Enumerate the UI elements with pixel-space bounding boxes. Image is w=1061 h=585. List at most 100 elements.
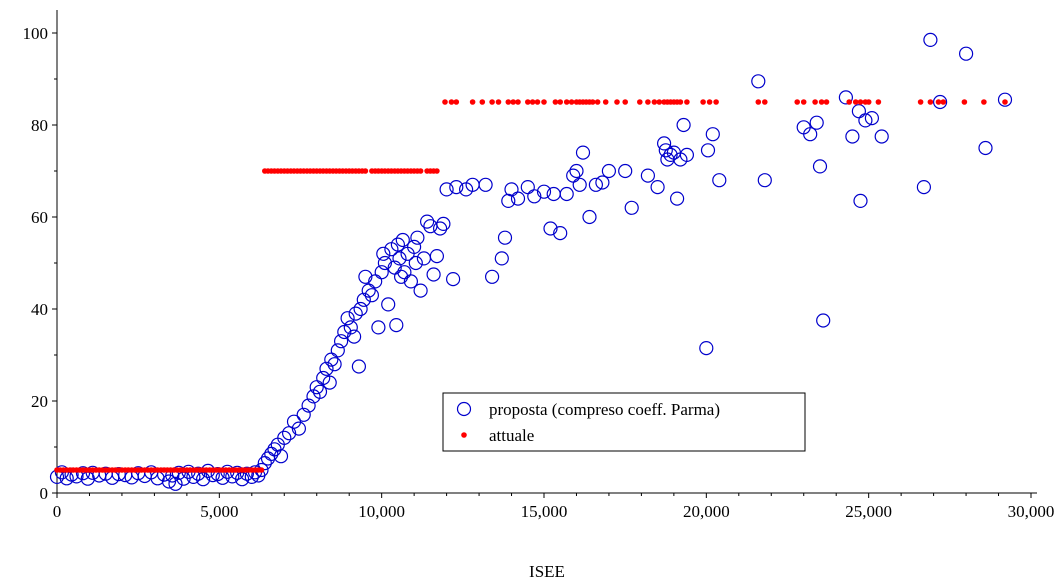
point-attuale: [552, 99, 559, 105]
point-proposta: [356, 292, 371, 307]
point-proposta: [340, 311, 355, 326]
point-proposta: [699, 341, 714, 356]
point-attuale: [700, 99, 706, 105]
point-proposta: [858, 113, 873, 128]
point-proposta: [543, 221, 558, 236]
point-attuale: [857, 99, 864, 105]
point-attuale: [927, 99, 934, 105]
point-proposta: [436, 216, 451, 231]
point-proposta: [656, 136, 672, 151]
point-proposta: [381, 297, 396, 312]
point-proposta: [327, 357, 342, 372]
series-attuale: [54, 99, 1008, 473]
point-proposta: [392, 251, 407, 266]
y-tick-label: 40: [31, 300, 48, 319]
point-proposta: [377, 255, 392, 271]
point-attuale: [981, 99, 987, 105]
point-proposta: [932, 94, 948, 110]
point-proposta: [347, 329, 362, 344]
series-proposta: [49, 32, 1013, 491]
point-proposta: [273, 449, 289, 464]
point-attuale: [489, 99, 495, 105]
point-attuale: [442, 99, 448, 105]
x-tick-label: 20,000: [683, 502, 730, 521]
point-proposta: [812, 159, 828, 174]
point-attuale: [823, 99, 830, 105]
point-proposta: [566, 168, 581, 183]
point-proposta: [296, 407, 311, 422]
point-proposta: [478, 177, 493, 192]
point-proposta: [485, 269, 500, 284]
point-proposta: [446, 272, 461, 287]
point-proposta: [757, 173, 772, 188]
point-attuale: [434, 168, 440, 174]
point-proposta: [520, 180, 535, 195]
point-attuale: [417, 168, 424, 174]
y-tick-label: 60: [31, 208, 48, 227]
point-proposta: [433, 221, 448, 236]
point-attuale: [622, 99, 628, 105]
point-attuale: [589, 99, 596, 105]
point-attuale: [940, 99, 947, 105]
point-attuale: [505, 99, 512, 105]
point-proposta: [319, 361, 334, 376]
point-proposta: [291, 421, 306, 436]
point-attuale: [614, 99, 620, 105]
point-attuale: [362, 168, 369, 174]
legend-label-proposta: proposta (compreso coeff. Parma): [489, 400, 720, 419]
point-proposta: [420, 214, 435, 229]
x-tick-label: 0: [53, 502, 62, 521]
point-attuale: [258, 467, 265, 473]
point-proposta: [322, 375, 337, 390]
point-proposta: [874, 129, 889, 144]
point-proposta: [582, 209, 597, 225]
point-proposta: [403, 274, 418, 289]
x-tick-label: 30,000: [1008, 502, 1055, 521]
point-attuale: [529, 99, 536, 105]
point-attuale: [755, 99, 762, 105]
point-proposta: [663, 147, 678, 162]
point-proposta: [845, 129, 860, 144]
point-proposta: [260, 451, 276, 466]
point-proposta: [838, 90, 854, 105]
point-proposta: [853, 193, 868, 208]
y-tick-label: 80: [31, 116, 48, 135]
point-proposta: [191, 466, 206, 481]
point-attuale: [602, 99, 609, 105]
point-proposta: [439, 182, 454, 197]
point-attuale: [479, 99, 486, 105]
point-proposta: [264, 446, 279, 461]
legend: proposta (compreso coeff. Parma) attuale: [442, 392, 806, 452]
point-attuale: [935, 99, 942, 105]
point-proposta: [168, 476, 183, 491]
point-proposta: [536, 184, 552, 199]
point-proposta: [239, 466, 254, 481]
point-proposta: [348, 306, 363, 321]
point-proposta: [510, 191, 526, 206]
y-tick-label: 100: [23, 24, 49, 43]
y-tick-label: 20: [31, 392, 48, 411]
point-proposta: [358, 269, 373, 284]
point-proposta: [497, 230, 513, 245]
point-proposta: [997, 92, 1013, 107]
point-attuale: [961, 99, 968, 105]
y-tick-label: 0: [40, 484, 49, 503]
point-proposta: [559, 186, 574, 202]
point-proposta: [676, 117, 691, 133]
point-attuale: [684, 99, 690, 105]
point-proposta: [374, 265, 389, 280]
x-tick-label: 15,000: [521, 502, 568, 521]
point-proposta: [334, 334, 349, 349]
point-proposta: [658, 143, 673, 158]
point-attuale: [875, 99, 882, 105]
point-attuale: [645, 99, 651, 105]
point-attuale: [846, 99, 852, 105]
point-proposta: [277, 430, 292, 445]
point-proposta: [572, 177, 587, 192]
point-proposta: [309, 380, 324, 395]
point-proposta: [376, 246, 391, 261]
point-proposta: [395, 232, 410, 248]
point-attuale: [800, 99, 807, 105]
x-tick-label: 25,000: [845, 502, 892, 521]
